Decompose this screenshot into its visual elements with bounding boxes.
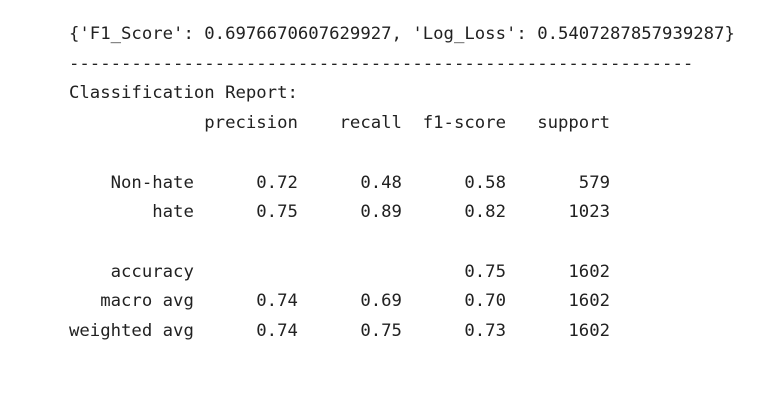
report-row-non-hate: Non-hate 0.72 0.48 0.58 579 <box>69 172 611 193</box>
report-header: precision recall f1-score support <box>69 113 611 134</box>
metrics-dict-line: {'F1_Score': 0.6976670607629927, 'Log_Lo… <box>69 24 735 44</box>
report-title: Classification Report: <box>69 83 298 104</box>
report-row-weighted-avg: weighted avg 0.74 0.75 0.73 1602 <box>69 321 611 342</box>
report-row-hate: hate 0.75 0.89 0.82 1023 <box>69 202 611 223</box>
report-row-macro-avg: macro avg 0.74 0.69 0.70 1602 <box>69 291 611 312</box>
separator-line: ----------------------------------------… <box>69 53 694 74</box>
report-row-accuracy: accuracy 0.75 1602 <box>69 261 611 282</box>
cell-output: {'F1_Score': 0.6976670607629927, 'Log_Lo… <box>69 20 735 347</box>
